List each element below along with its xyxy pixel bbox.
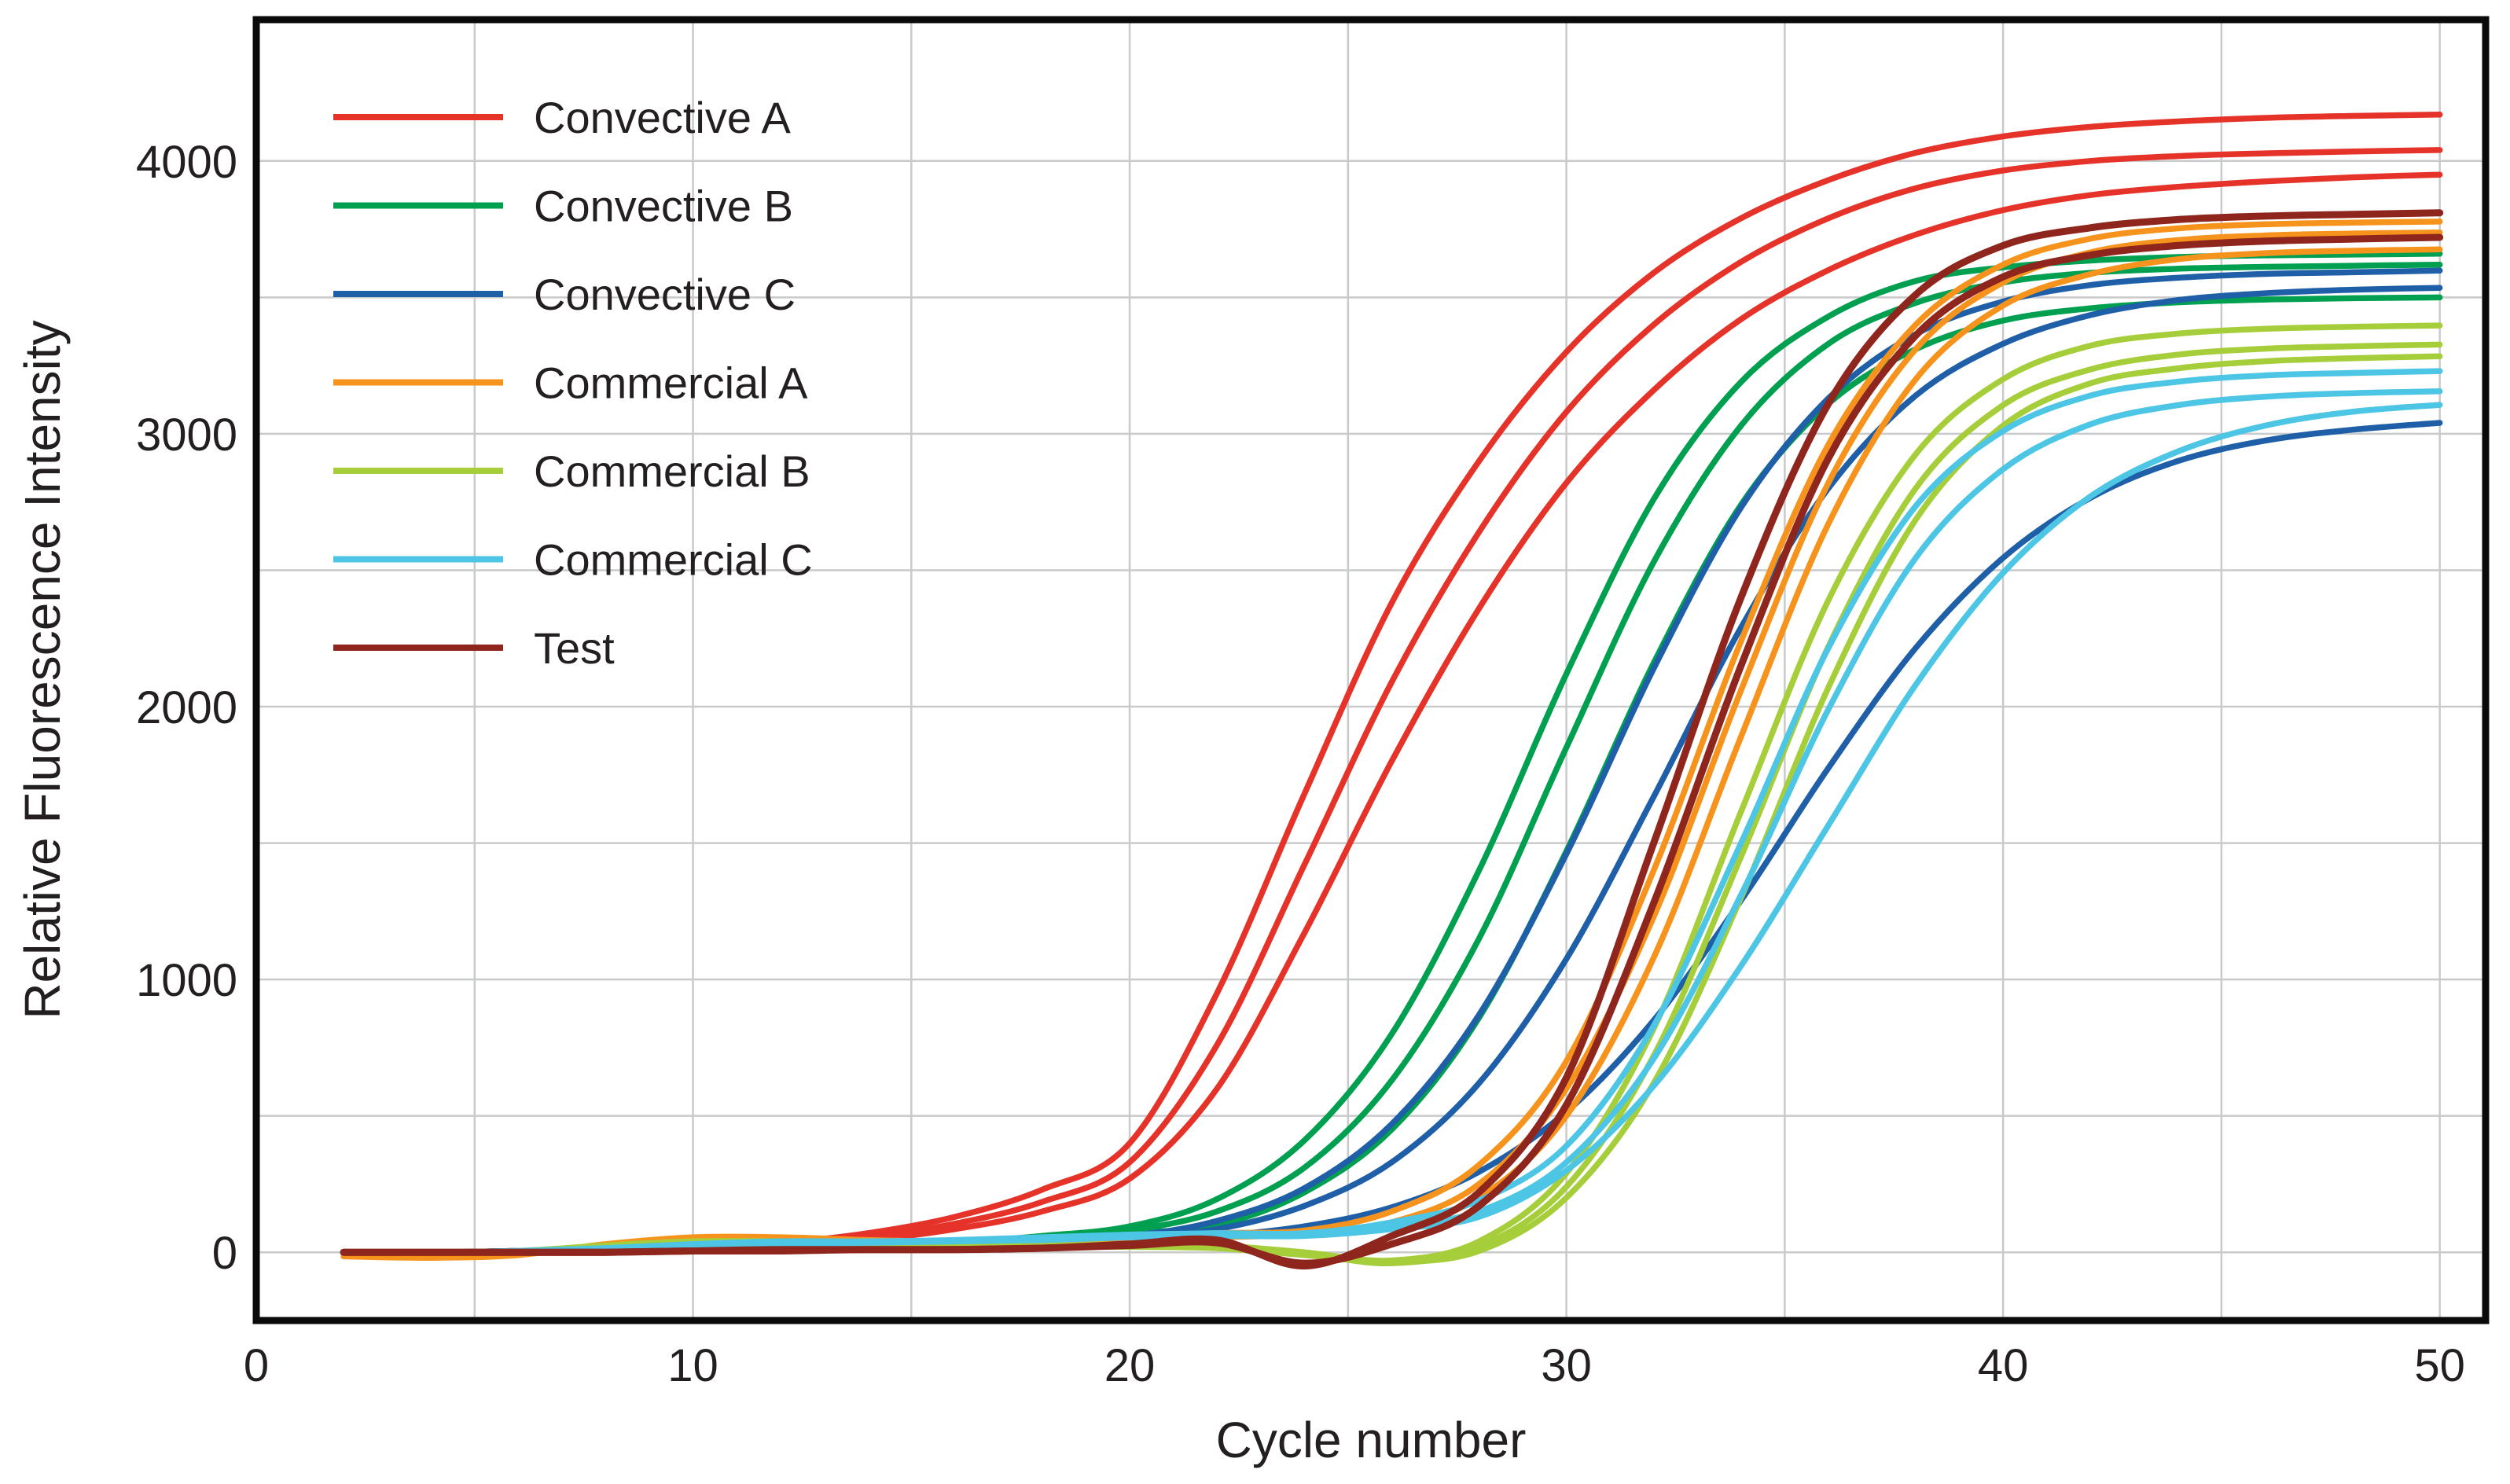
x-tick-label: 20: [1104, 1340, 1156, 1391]
y-tick-label: 1000: [136, 955, 237, 1006]
curve-convective-b-r3: [340, 294, 2443, 1256]
plot-border: [252, 16, 2490, 1324]
x-tick-label: 30: [1541, 1340, 1592, 1391]
curve-layer: [340, 112, 2444, 1270]
x-axis-title: Cycle number: [1216, 1412, 1527, 1468]
legend-item-convective-a: Convective A: [333, 93, 791, 142]
legend-item-convective-c: Convective C: [333, 270, 796, 319]
legend-label-commercial-b: Commercial B: [534, 446, 810, 496]
x-tick-label: 50: [2414, 1340, 2465, 1391]
legend-item-test: Test: [333, 623, 615, 673]
y-tick-label: 4000: [136, 137, 237, 188]
x-tick-labels: 0 10 20 30 40 50: [244, 1340, 2465, 1391]
legend-item-convective-b: Convective B: [333, 182, 793, 231]
legend-label-convective-a: Convective A: [534, 93, 791, 142]
x-tick-label: 10: [667, 1340, 718, 1391]
curve-convective-c-r2: [340, 285, 2443, 1256]
legend-label-commercial-c: Commercial C: [534, 535, 813, 585]
curve-commercial-c-r3: [340, 402, 2443, 1256]
legend: Convective A Convective B Convective C Comm…: [333, 93, 813, 673]
y-tick-label: 3000: [136, 410, 237, 461]
y-axis-title: Relative Fluorescence Intensity: [14, 320, 71, 1019]
legend-label-commercial-a: Commercial A: [534, 358, 808, 408]
x-tick-label: 40: [1978, 1340, 2029, 1391]
y-tick-label: 2000: [136, 682, 237, 733]
legend-label-convective-b: Convective B: [534, 182, 793, 231]
legend-label-test: Test: [534, 623, 615, 673]
curve-test-r2: [340, 233, 2444, 1267]
legend-item-commercial-c: Commercial C: [333, 535, 813, 585]
y-tick-label: 0: [212, 1228, 237, 1279]
legend-item-commercial-a: Commercial A: [333, 358, 808, 408]
legend-label-convective-c: Convective C: [534, 270, 796, 319]
x-tick-label: 0: [244, 1340, 269, 1391]
legend-item-commercial-b: Commercial B: [333, 446, 810, 496]
y-tick-labels: 0 1000 2000 3000 4000: [136, 137, 237, 1279]
